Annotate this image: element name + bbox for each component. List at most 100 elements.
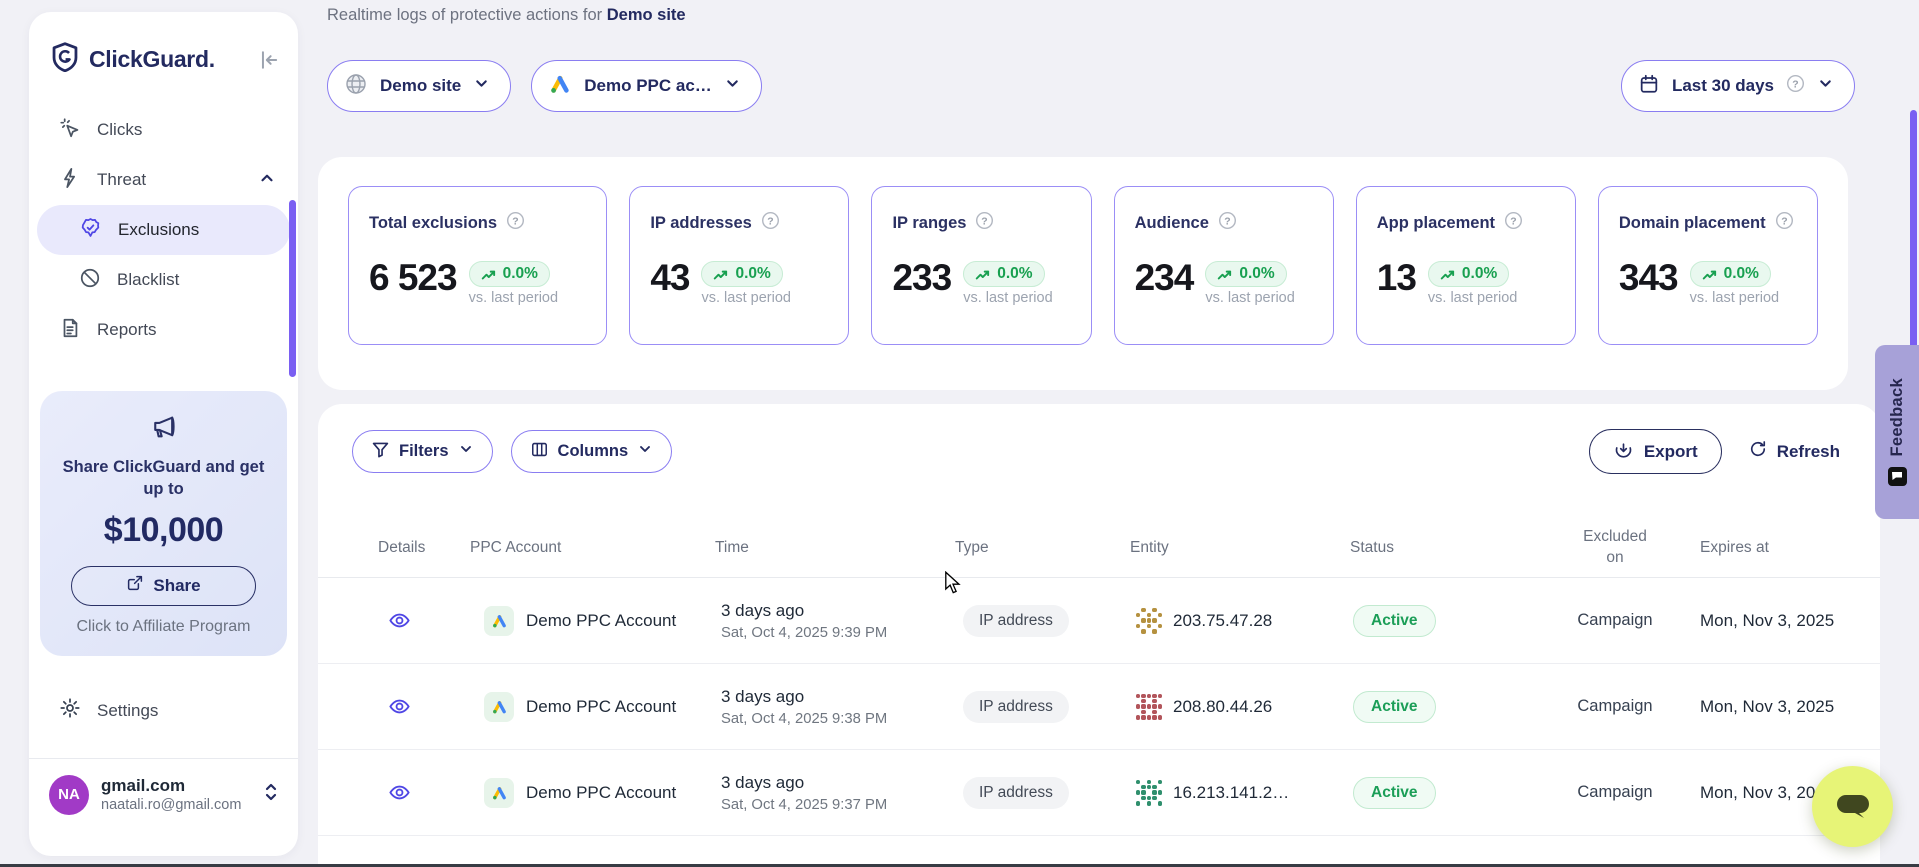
- ppc-account-name: Demo PPC Account: [526, 696, 677, 716]
- report-file-icon: [59, 317, 81, 344]
- trend-value: 0.0%: [735, 265, 771, 282]
- view-details-eye-icon[interactable]: [388, 781, 411, 804]
- site-selector-dropdown[interactable]: Demo site: [327, 60, 512, 112]
- export-button-label: Export: [1643, 441, 1698, 461]
- page-subtitle-text: Realtime logs of protective actions for: [327, 6, 603, 24]
- user-name: gmail.com: [101, 776, 186, 796]
- col-header-type[interactable]: Type: [955, 538, 989, 556]
- ppc-account-name: Demo PPC Account: [526, 782, 677, 802]
- trend-up-icon: [1218, 270, 1232, 279]
- page-subtitle: Realtime logs of protective actions for …: [327, 6, 686, 25]
- col-header-entity[interactable]: Entity: [1130, 538, 1169, 556]
- sidebar-item-label: Reports: [97, 320, 157, 339]
- stat-label: App placement: [1376, 213, 1496, 232]
- svg-text:?: ?: [1792, 79, 1798, 90]
- svg-text:?: ?: [982, 216, 988, 227]
- sidebar-collapse-icon[interactable]: [258, 49, 280, 71]
- ppc-account-selector-dropdown[interactable]: Demo PPC ac…: [531, 60, 762, 112]
- chat-widget-button[interactable]: [1812, 766, 1893, 847]
- sidebar-item-clicks[interactable]: Clicks: [29, 105, 298, 155]
- trend-caption: vs. last period: [1689, 290, 1780, 306]
- stat-value: 234: [1134, 257, 1195, 298]
- table-row: Demo PPC Account 3 days ago Sat, Oct 4, …: [318, 664, 1880, 750]
- entity-cell: 16.213.141.2…: [1130, 779, 1350, 806]
- feedback-tab-label: Feedback: [1887, 378, 1906, 457]
- date-range-value: Last 30 days: [1671, 76, 1774, 95]
- status-badge: Active: [1353, 776, 1436, 809]
- columns-button-label: Columns: [557, 442, 629, 460]
- entity-identicon: [1136, 607, 1162, 634]
- entity-identicon: [1136, 779, 1162, 806]
- trend-badge: 0.0%: [1205, 261, 1287, 287]
- chevron-up-icon: [258, 169, 276, 192]
- svg-text:?: ?: [1224, 216, 1230, 227]
- help-circle-icon[interactable]: ?: [1775, 211, 1794, 235]
- stat-value: 6 523: [369, 257, 458, 298]
- table-header-row: Details PPC Account Time Type Entity Sta…: [318, 518, 1880, 578]
- stat-label: Audience: [1134, 213, 1209, 232]
- date-range-dropdown[interactable]: Last 30 days ?: [1620, 60, 1855, 112]
- expires-at-cell: Mon, Nov 3, 2025: [1700, 696, 1835, 716]
- logs-table-panel: Filters Columns: [318, 404, 1880, 867]
- help-circle-icon[interactable]: ?: [761, 211, 780, 235]
- help-circle-icon[interactable]: ?: [1504, 211, 1523, 235]
- sidebar-item-label: Blacklist: [117, 270, 180, 289]
- help-circle-icon[interactable]: ?: [975, 211, 994, 235]
- sidebar-item-settings[interactable]: Settings: [29, 686, 298, 736]
- sidebar-item-label: Settings: [97, 700, 159, 720]
- page-scrollbar[interactable]: [1910, 110, 1917, 387]
- columns-button[interactable]: Columns: [510, 430, 673, 473]
- sidebar-scrollbar[interactable]: [289, 200, 296, 377]
- filters-button[interactable]: Filters: [352, 430, 493, 473]
- help-circle-icon[interactable]: ?: [506, 211, 525, 235]
- promo-amount: $10,000: [103, 510, 224, 549]
- sidebar-divider: [29, 757, 298, 759]
- sidebar-item-threat[interactable]: Threat: [29, 155, 298, 205]
- google-ads-icon: [484, 605, 514, 636]
- account-switcher[interactable]: NA gmail.com naatali.ro@gmail.com: [29, 759, 298, 815]
- stat-label: IP ranges: [892, 213, 967, 232]
- entity-value: 208.80.44.26: [1173, 696, 1273, 716]
- sidebar-item-exclusions[interactable]: Exclusions: [37, 205, 290, 255]
- sidebar: ClickGuard. Clicks: [29, 12, 298, 856]
- entity-cell: 203.75.47.28: [1130, 607, 1350, 634]
- ppc-account-selector-value: Demo PPC ac…: [584, 76, 712, 95]
- export-button[interactable]: Export: [1588, 429, 1722, 474]
- trend-up-icon: [481, 270, 495, 279]
- status-badge: Active: [1353, 690, 1436, 723]
- chevron-down-icon: [1817, 75, 1834, 97]
- col-header-ppc-account[interactable]: PPC Account: [470, 538, 562, 556]
- time-cell: 3 days ago Sat, Oct 4, 2025 9:39 PM: [715, 601, 955, 641]
- col-header-time[interactable]: Time: [715, 538, 749, 556]
- affiliate-promo-card[interactable]: Share ClickGuard and get up to $10,000 S…: [40, 391, 287, 656]
- clicks-icon: [59, 117, 81, 144]
- stat-card-ip-addresses: IP addresses ? 43 0.0% vs. last period: [629, 186, 850, 345]
- sidebar-item-reports[interactable]: Reports: [29, 305, 298, 355]
- ban-icon: [79, 267, 101, 294]
- feedback-tab[interactable]: Feedback: [1875, 345, 1919, 519]
- col-header-excluded-on[interactable]: Excluded on: [1550, 527, 1680, 567]
- refresh-button[interactable]: Refresh: [1748, 439, 1840, 464]
- share-button[interactable]: Share: [71, 565, 256, 606]
- help-circle-icon[interactable]: ?: [1218, 211, 1237, 235]
- col-header-expires-at[interactable]: Expires at: [1700, 538, 1769, 556]
- promo-caption: Click to Affiliate Program: [76, 617, 251, 635]
- chevron-down-icon: [458, 441, 474, 462]
- selector-row: Demo site Demo PPC ac…: [327, 60, 762, 112]
- stat-value: 13: [1376, 257, 1417, 298]
- trend-badge: 0.0%: [468, 261, 550, 287]
- col-header-status[interactable]: Status: [1350, 538, 1394, 556]
- view-details-eye-icon[interactable]: [388, 695, 411, 718]
- help-circle-icon[interactable]: ?: [1786, 74, 1805, 98]
- stat-label: IP addresses: [650, 213, 752, 232]
- chevron-down-icon: [724, 75, 741, 97]
- col-header-details[interactable]: Details: [378, 538, 426, 556]
- sidebar-item-blacklist[interactable]: Blacklist: [29, 255, 298, 305]
- excluded-on-cell: Campaign: [1577, 697, 1653, 715]
- trend-up-icon: [714, 270, 728, 279]
- view-details-eye-icon[interactable]: [388, 609, 411, 632]
- stat-value: 233: [892, 257, 952, 298]
- time-relative: 3 days ago: [721, 772, 805, 792]
- stat-value: 343: [1618, 257, 1679, 298]
- trend-caption: vs. last period: [963, 290, 1053, 306]
